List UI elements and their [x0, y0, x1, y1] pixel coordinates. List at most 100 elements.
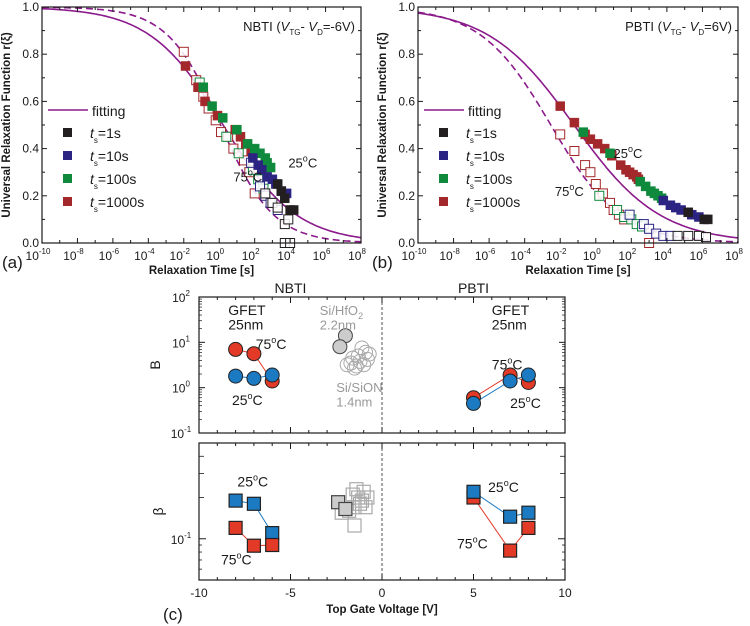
- legend-marker: [63, 174, 72, 183]
- y-tick-label: 101: [172, 334, 190, 350]
- panel-label: (a): [2, 253, 23, 272]
- data-point-circle: [264, 367, 280, 383]
- legend-label: ts=1000s: [90, 194, 144, 214]
- y-tick-label: 0.2: [22, 189, 39, 203]
- data-point-circle: [520, 367, 536, 383]
- section-label: PBTI: [458, 280, 489, 296]
- data-point-filled: [257, 165, 267, 175]
- y-tick-label: 102: [172, 289, 190, 305]
- data-point-filled: [265, 162, 276, 173]
- x-tick-label: -10: [190, 586, 208, 600]
- y-tick-label: 1.0: [22, 0, 39, 14]
- legend-label: ts=10s: [466, 148, 505, 168]
- data-point-filled: [569, 117, 580, 128]
- data-point-filled: [635, 176, 645, 187]
- y-tick-label: 0.2: [398, 189, 415, 203]
- x-tick-label: 10-10: [402, 247, 427, 263]
- data-point-open: [569, 146, 580, 156]
- panel-label: (c): [163, 605, 183, 624]
- x-tick-label: 104: [654, 247, 672, 263]
- data-point-square: [246, 538, 261, 553]
- data-point-square: [354, 493, 369, 508]
- legend-marker: [439, 151, 448, 160]
- data-point-filled: [198, 82, 209, 92]
- device-annotation: 25nm: [228, 317, 263, 333]
- data-point-square: [503, 509, 518, 524]
- data-point-filled: [288, 205, 299, 215]
- x-tick-label: 100: [583, 247, 601, 263]
- legend-label: ts=100s: [466, 171, 512, 191]
- legend-label: ts=1s: [90, 125, 121, 145]
- x-tick-label: 108: [348, 247, 366, 263]
- y-tick-label: 0.8: [22, 47, 39, 61]
- data-point-circle: [339, 357, 355, 373]
- data-point-square: [265, 537, 280, 553]
- data-point-open: [272, 202, 283, 213]
- data-point-circle: [502, 373, 518, 389]
- legend-label: ts=10s: [90, 148, 129, 168]
- temperature-annotation: 75oC: [457, 534, 488, 551]
- data-point-open: [683, 230, 694, 241]
- legend-marker: [439, 197, 448, 206]
- x-tick-label: 0: [379, 586, 386, 600]
- data-point-open: [255, 181, 265, 192]
- data-point-square: [347, 518, 362, 533]
- data-point-circle: [466, 395, 481, 411]
- data-point-filled: [218, 113, 228, 123]
- legend-label: ts=1s: [466, 125, 497, 145]
- y-tick-label: 0.8: [398, 47, 415, 61]
- data-point-filled: [207, 101, 217, 111]
- data-point-square: [521, 505, 536, 520]
- y-axis-title: Universal Relaxation Function r(ξ): [1, 32, 13, 217]
- y-tick-label: 10-1: [171, 531, 192, 547]
- x-tick-label: 10-6: [475, 247, 496, 263]
- y-tick-label: 1.0: [398, 0, 415, 14]
- data-point-square: [521, 520, 536, 536]
- legend-label: ts=1000s: [466, 194, 520, 214]
- data-point-circle: [347, 360, 362, 376]
- data-point-filled: [248, 153, 258, 163]
- panel-label: (b): [372, 253, 393, 272]
- y-axis-title: Universal Relaxation Function r(ξ): [377, 32, 389, 217]
- temperature-annotation: 25oC: [288, 153, 317, 170]
- x-tick-label: 10: [558, 586, 572, 600]
- y-tick-label: 0.0: [22, 236, 39, 250]
- device-annotation: 2.2nm: [320, 318, 356, 333]
- panel-b: 10-10 10-8 10-6 10-4 10-2 100 102 104 106 108 0.0 0…: [372, 0, 743, 277]
- temperature-annotation: 75oC: [492, 356, 523, 373]
- device-annotation: 1.4nm: [336, 395, 372, 410]
- data-point-circle: [358, 344, 373, 360]
- legend-marker: [439, 128, 448, 137]
- legend-marker: [63, 197, 72, 206]
- data-point-open: [221, 131, 232, 142]
- data-point-circle: [228, 368, 244, 384]
- x-tick-label: 10-8: [439, 247, 460, 263]
- data-point-open: [283, 214, 294, 225]
- data-point-square: [246, 496, 261, 511]
- section-label: NBTI: [275, 280, 307, 296]
- data-point-open: [594, 190, 605, 201]
- data-point-filled: [605, 148, 615, 159]
- data-point-filled: [180, 61, 191, 71]
- x-tick-label: 102: [242, 247, 260, 263]
- data-point-filled: [555, 101, 565, 111]
- device-annotation: GFET: [492, 302, 530, 318]
- data-point-square: [228, 493, 243, 508]
- x-tick-label: 108: [725, 247, 743, 263]
- legend-marker: [63, 151, 72, 160]
- x-axis-title: Relaxation Time [s]: [525, 265, 630, 277]
- panel-title: PBTI (VTG- VD=6V): [625, 19, 732, 37]
- y-tick-label: 100: [172, 380, 190, 396]
- x-tick-label: 10-6: [99, 247, 120, 263]
- device-annotation: GFET: [228, 302, 266, 318]
- data-point-filled: [683, 207, 693, 218]
- x-tick-label: 106: [690, 247, 708, 263]
- panel-c-bottom: -10 -5 0 5 10 10-1 β Top Gate Voltage [V] 25oC 75…: [150, 442, 572, 624]
- temperature-annotation: 25oC: [510, 394, 541, 411]
- temperature-annotation: 25oC: [237, 473, 268, 490]
- data-point-open: [590, 179, 601, 189]
- y-tick-label: 0.6: [22, 94, 39, 108]
- legend-marker: [439, 174, 448, 183]
- x-tick-label: 10-2: [170, 247, 191, 263]
